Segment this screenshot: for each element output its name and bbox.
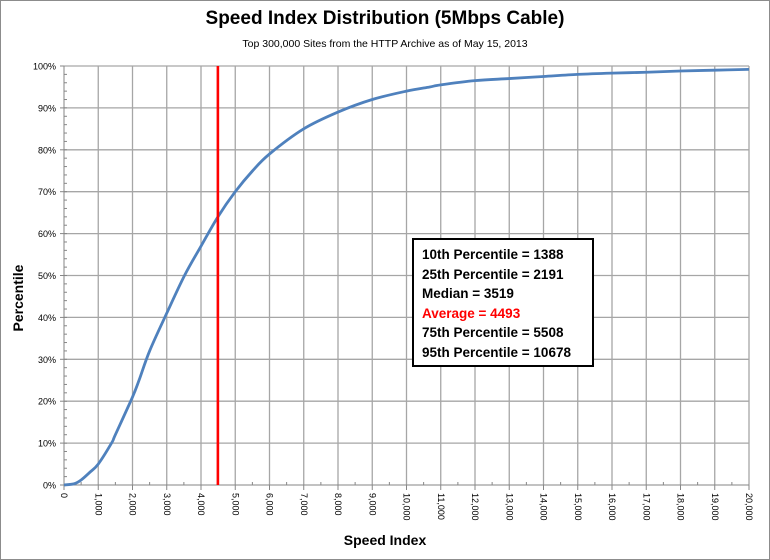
y-tick-label: 50% xyxy=(38,271,56,281)
x-tick-label: 11,000 xyxy=(436,493,446,520)
y-tick-label: 40% xyxy=(38,313,56,323)
y-tick-label: 90% xyxy=(38,103,56,113)
x-tick-label: 13,000 xyxy=(504,493,514,521)
x-tick-label: 12,000 xyxy=(470,493,480,521)
x-tick-label: 4,000 xyxy=(196,493,206,516)
y-tick-label: 30% xyxy=(38,355,56,365)
x-tick-label: 5,000 xyxy=(230,493,240,516)
x-tick-label: 19,000 xyxy=(710,493,720,521)
x-tick-label: 0 xyxy=(59,493,69,498)
x-tick-label: 16,000 xyxy=(607,493,617,521)
x-tick-label: 10,000 xyxy=(402,493,412,521)
series-line xyxy=(63,67,750,487)
y-tick-label: 70% xyxy=(38,187,56,197)
annotation-p10: 10th Percentile = 1388 xyxy=(422,247,564,262)
x-tick-label: 20,000 xyxy=(744,493,754,521)
x-tick-label: 17,000 xyxy=(641,493,651,521)
x-tick-label: 2,000 xyxy=(128,493,138,516)
y-tick-label: 60% xyxy=(38,229,56,239)
x-tick-label: 8,000 xyxy=(333,493,343,516)
x-tick-label: 14,000 xyxy=(539,493,549,521)
chart-title: Speed Index Distribution (5Mbps Cable) xyxy=(205,8,565,29)
annotation-p95: 95th Percentile = 10678 xyxy=(422,344,571,360)
stats-annotation-box: 10th Percentile = 1388 25th Percentile =… xyxy=(412,238,594,367)
annotation-median: Median = 3519 xyxy=(422,286,514,301)
x-tick-label: 7,000 xyxy=(299,493,309,516)
x-tick-label: 3,000 xyxy=(162,493,172,516)
annotation-p25: 25th Percentile = 2191 xyxy=(422,266,564,282)
y-tick-label: 80% xyxy=(38,145,56,155)
y-tick-label: 0% xyxy=(43,481,56,491)
x-tick-label: 1,000 xyxy=(93,493,103,516)
y-tick-label: 10% xyxy=(38,439,56,449)
x-tick-label: 15,000 xyxy=(573,493,583,521)
y-tick-label: 20% xyxy=(38,397,56,407)
x-axis-label: Speed Index xyxy=(343,532,427,548)
annotation-average: Average = 4493 xyxy=(422,305,521,321)
y-tick-label: 100% xyxy=(33,62,56,72)
x-tick-label: 18,000 xyxy=(676,493,686,521)
chart-subtitle: Top 300,000 Sites from the HTTP Archive … xyxy=(242,38,528,50)
x-tick-label: 9,000 xyxy=(367,493,377,516)
x-tick-label: 6,000 xyxy=(265,493,275,516)
annotation-p75: 75th Percentile = 5508 xyxy=(422,325,564,340)
